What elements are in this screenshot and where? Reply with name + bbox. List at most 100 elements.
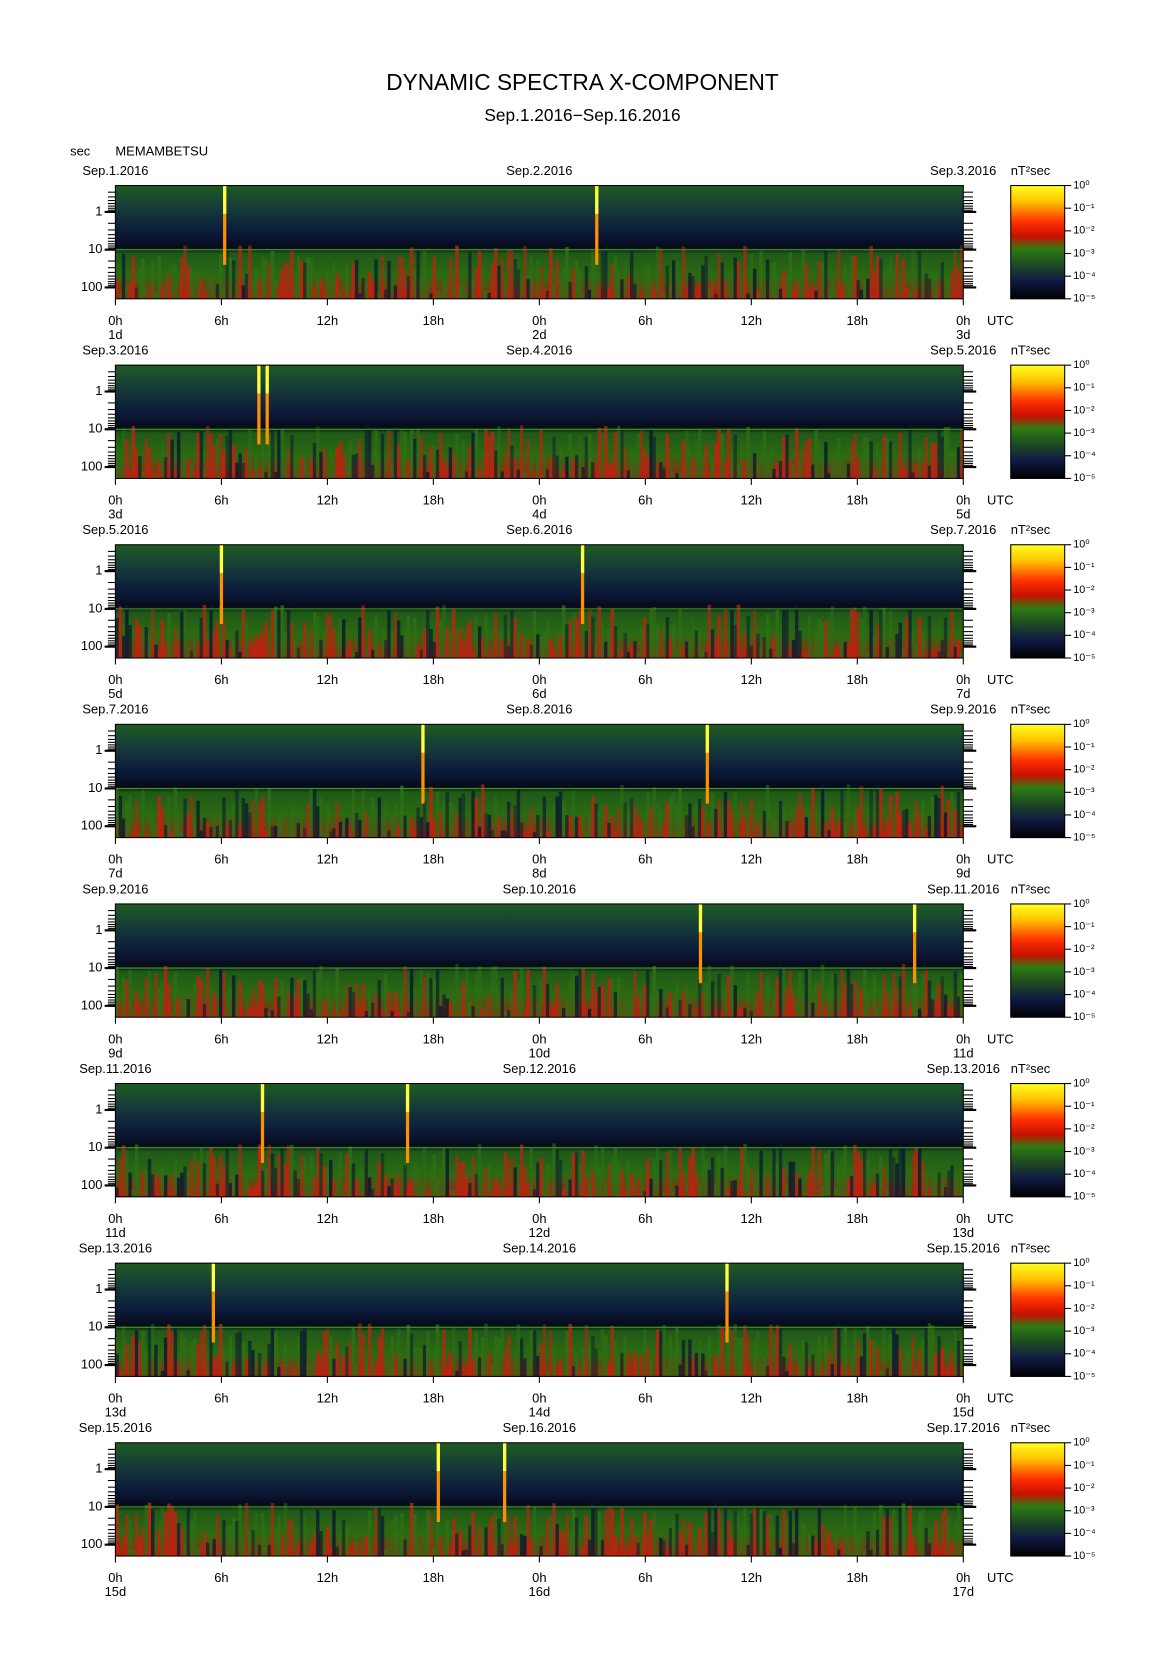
spectrum-texture [516, 268, 521, 299]
spectrum-texture [151, 260, 155, 299]
spectrum-texture [639, 993, 644, 1018]
spectrum-texture [681, 826, 686, 838]
spectrum-texture [442, 1147, 446, 1197]
spectrum-texture [775, 977, 780, 1018]
spectrum-texture [416, 1167, 420, 1197]
spectrum-texture [222, 449, 226, 479]
spectrum-texture [950, 1542, 954, 1557]
y-tick-label: 10 [88, 780, 102, 795]
y-tick-label: 100 [81, 279, 103, 294]
spectrum-texture [950, 1349, 954, 1377]
spectrum-texture [351, 263, 356, 299]
spectrum-texture [549, 1005, 553, 1018]
spectrum-texture [778, 800, 783, 838]
spectrum-texture [238, 1331, 242, 1377]
spectrum-texture [668, 796, 673, 838]
spectrum-texture [960, 428, 964, 479]
spectrum-texture [516, 1184, 521, 1197]
spectrum-texture [396, 256, 401, 299]
spectrum-texture [617, 977, 621, 1018]
spectrum-texture [361, 1334, 365, 1377]
spectrum-texture [299, 260, 304, 299]
spectrum-texture [290, 1144, 294, 1197]
spectrum-texture [765, 1365, 770, 1377]
spectrum-texture [888, 256, 893, 299]
spectrum-texture [358, 1323, 362, 1377]
spectrum-texture [765, 1514, 770, 1557]
spectrum-texture [196, 645, 200, 659]
spectrum-texture [251, 644, 255, 659]
spectrum-texture [277, 1154, 281, 1197]
spectrum-texture [791, 289, 796, 299]
spectrum-texture [684, 1544, 689, 1557]
colorbar-tick-label: 10⁻⁵ [1073, 1011, 1095, 1023]
x-tick-label: 0h [956, 1031, 970, 1046]
spectrum-texture [895, 464, 899, 479]
spectrum-texture [617, 1160, 621, 1197]
spectrum-texture [642, 1329, 647, 1377]
spectrum-texture [118, 1002, 123, 1018]
spectrum-texture [943, 427, 948, 479]
spectrum-texture [775, 1515, 780, 1557]
spectrum-texture [681, 1339, 686, 1377]
spectrum-texture [617, 1547, 621, 1557]
spectrum-texture [914, 1550, 919, 1557]
spectrum-texture [723, 791, 728, 838]
spectrum-texture [403, 431, 407, 479]
spectrum-texture [636, 1366, 640, 1377]
spectrum-texture [730, 266, 734, 299]
spectrum-texture [286, 823, 291, 838]
spectrum-texture [138, 1003, 142, 1018]
day-label: 15d [105, 1584, 127, 1599]
spectrum-texture [707, 604, 712, 659]
spectrum-texture [901, 1146, 906, 1197]
colorbar [1010, 1442, 1066, 1557]
spectrum-texture [409, 967, 414, 1018]
spectrum-texture [199, 1332, 204, 1377]
spectrum-texture [788, 971, 792, 1018]
colorbar-tick-label: 10⁻² [1073, 584, 1095, 596]
spectrum-texture [270, 251, 275, 299]
spectrum-texture [351, 1327, 356, 1377]
spectrum-texture [895, 1334, 899, 1377]
spectrum-texture [701, 1540, 705, 1557]
spectrum-texture [694, 802, 699, 838]
spectrum-texture [555, 1524, 559, 1557]
colorbar-tick-label: 10⁻⁴ [1073, 629, 1096, 641]
spectrum-texture [231, 1363, 236, 1377]
spectrum-texture [303, 1157, 307, 1197]
x-tick-label: 6h [214, 492, 228, 507]
x-tick-label: 0h [956, 492, 970, 507]
spectrum-texture [885, 1508, 890, 1557]
spectrum-texture [769, 279, 773, 299]
spectrum-texture [451, 1189, 456, 1197]
spectrum-texture [811, 1002, 815, 1018]
spectrum-texture [186, 1370, 191, 1377]
spectrum-texture [591, 973, 595, 1018]
spectrum-texture [468, 1183, 472, 1197]
spectrum-texture [604, 426, 608, 479]
spectrum-texture [617, 645, 621, 659]
spectrum-texture [568, 1179, 572, 1197]
spectrum-texture [684, 641, 689, 659]
spectrum-texture [209, 1328, 213, 1377]
spectrum-texture [257, 365, 261, 445]
spectrum-texture [937, 1336, 941, 1377]
spectrum-texture [801, 448, 805, 479]
spectrum-texture [639, 625, 644, 659]
spectrum-texture [623, 633, 627, 659]
x-unit: UTC [987, 1390, 1014, 1405]
spectrogram [115, 544, 964, 659]
spectrum-texture [856, 807, 860, 838]
spectrum-texture [730, 1180, 734, 1197]
spectrum-texture [772, 262, 776, 299]
spectrum-texture [914, 464, 919, 479]
spectrum-texture [746, 1164, 750, 1197]
spectrum-texture [231, 260, 236, 299]
spectrum-texture [429, 978, 433, 1018]
spectrum-texture [128, 970, 132, 1018]
x-tick-label: 0h [108, 313, 122, 328]
spectrum-texture [471, 432, 475, 479]
spectrum-texture [403, 1358, 407, 1377]
x-tick-label: 12h [741, 1390, 763, 1405]
